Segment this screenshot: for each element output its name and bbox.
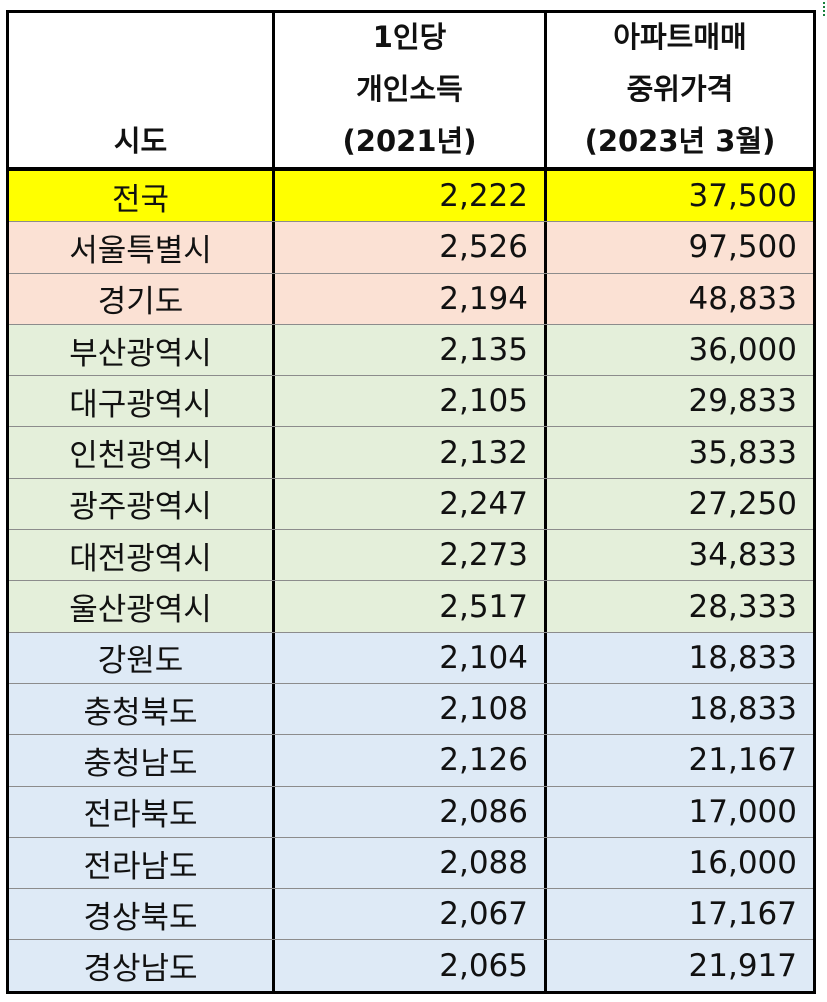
income-cell[interactable]: 2,088	[275, 837, 547, 889]
income-cell[interactable]: 2,247	[275, 478, 547, 530]
region-cell[interactable]: 전라북도	[9, 786, 275, 837]
header-region[interactable]: 시도	[9, 13, 275, 167]
region-cell[interactable]: 강원도	[9, 632, 275, 683]
table-row: 울산광역시 2,517 28,333	[9, 581, 813, 633]
price-cell[interactable]: 35,833	[688, 434, 797, 471]
price-cell[interactable]: 27,250	[688, 485, 797, 522]
region-cell[interactable]: 대전광역시	[9, 530, 275, 581]
income-cell[interactable]: 2,065	[275, 940, 547, 991]
table-row: 경상남도 2,065 21,917	[9, 940, 813, 994]
price-cell[interactable]: 97,500	[688, 229, 797, 266]
region-cell[interactable]: 대구광역시	[9, 376, 275, 427]
table-body: 전국 2,222 37,500 서울특별시 2,526 97,500 경기도 2,194 48,…	[9, 170, 813, 994]
income-cell[interactable]: 2,105	[275, 376, 547, 427]
table-row: 대구광역시 2,105 29,833	[9, 376, 813, 428]
table-row: 전라북도 2,086 17,000	[9, 786, 813, 838]
header-income[interactable]: 1인당 개인소득 (2021년)	[275, 13, 547, 167]
header-price-line-1: 아파트매매	[613, 20, 747, 54]
table-row: 인천광역시 2,132 35,833	[9, 427, 813, 479]
table-row: 충청남도 2,126 21,167	[9, 735, 813, 787]
header-price-line-3: (2023년 3월)	[584, 124, 776, 158]
table-row: 경상북도 2,067 17,167	[9, 889, 813, 941]
header-income-line-1: 1인당	[372, 20, 447, 54]
region-cell[interactable]: 부산광역시	[9, 324, 275, 376]
sheet-edge-marker	[823, 2, 825, 16]
income-cell[interactable]: 2,526	[275, 222, 547, 273]
table-row: 충청북도 2,108 18,833	[9, 683, 813, 736]
price-cell[interactable]: 17,000	[688, 793, 797, 830]
region-cell[interactable]: 경기도	[9, 273, 275, 324]
header-income-line-3: (2021년)	[342, 124, 477, 158]
table-row: 서울특별시 2,526 97,500	[9, 222, 813, 274]
price-cell[interactable]: 18,833	[688, 691, 797, 728]
income-cell[interactable]: 2,067	[275, 889, 547, 940]
price-cell[interactable]: 17,167	[688, 896, 797, 933]
table-row: 전국 2,222 37,500	[9, 170, 813, 223]
region-cell[interactable]: 울산광역시	[9, 581, 275, 632]
header-price[interactable]: 아파트매매 중위가격 (2023년 3월)	[547, 13, 813, 167]
income-cell[interactable]: 2,517	[275, 581, 547, 632]
table-row: 대전광역시 2,273 34,833	[9, 530, 813, 582]
region-cell[interactable]: 인천광역시	[9, 427, 275, 478]
income-cell[interactable]: 2,104	[275, 632, 547, 683]
data-table: 시도 1인당 개인소득 (2021년) 아파트매매 중위가격 (2023년 3월…	[6, 10, 816, 994]
income-cell[interactable]: 2,273	[275, 530, 547, 581]
region-cell[interactable]: 충청북도	[9, 683, 275, 735]
region-cell[interactable]: 경상북도	[9, 889, 275, 940]
table-row: 경기도 2,194 48,833	[9, 273, 813, 325]
income-cell[interactable]: 2,132	[275, 427, 547, 478]
price-cell[interactable]: 34,833	[688, 537, 797, 574]
price-cell[interactable]: 28,333	[688, 588, 797, 625]
header-income-line-2: 개인소득	[356, 72, 463, 106]
region-cell[interactable]: 경상남도	[9, 940, 275, 991]
price-cell[interactable]: 36,000	[688, 332, 797, 369]
region-cell[interactable]: 충청남도	[9, 735, 275, 786]
region-cell[interactable]: 서울특별시	[9, 222, 275, 273]
price-cell[interactable]: 48,833	[688, 280, 797, 317]
price-cell[interactable]: 37,500	[688, 178, 797, 215]
table-row: 전라남도 2,088 16,000	[9, 837, 813, 890]
price-cell[interactable]: 29,833	[688, 383, 797, 420]
income-cell[interactable]: 2,194	[275, 273, 547, 324]
price-cell[interactable]: 16,000	[688, 845, 797, 881]
income-cell[interactable]: 2,135	[275, 324, 547, 376]
table-header: 시도 1인당 개인소득 (2021년) 아파트매매 중위가격 (2023년 3월…	[9, 13, 813, 170]
region-cell[interactable]: 전라남도	[9, 837, 275, 889]
region-cell[interactable]: 광주광역시	[9, 478, 275, 530]
income-cell[interactable]: 2,222	[275, 171, 547, 222]
income-cell[interactable]: 2,108	[275, 683, 547, 735]
income-cell[interactable]: 2,086	[275, 786, 547, 837]
income-cell[interactable]: 2,126	[275, 735, 547, 786]
price-cell[interactable]: 21,167	[688, 742, 797, 779]
header-region-line: 시도	[113, 124, 168, 158]
table-row: 부산광역시 2,135 36,000	[9, 324, 813, 377]
region-cell[interactable]: 전국	[9, 171, 275, 222]
price-cell[interactable]: 18,833	[688, 639, 797, 676]
price-cell[interactable]: 21,917	[688, 947, 797, 984]
table-row: 강원도 2,104 18,833	[9, 632, 813, 684]
header-price-line-2: 중위가격	[626, 72, 734, 106]
table-row: 광주광역시 2,247 27,250	[9, 478, 813, 531]
